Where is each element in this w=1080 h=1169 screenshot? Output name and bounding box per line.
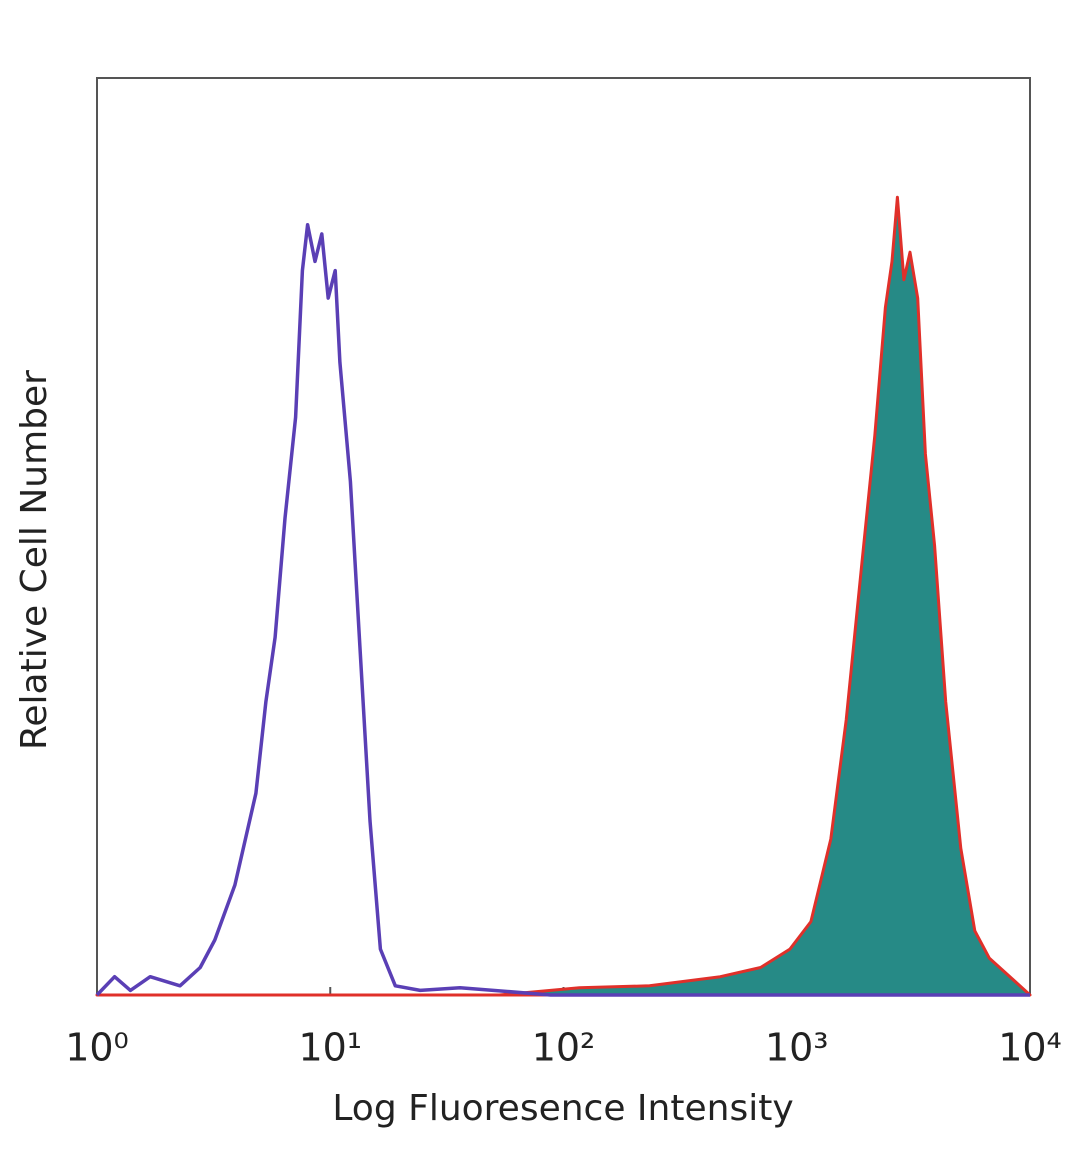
- histogram-line: [95, 222, 1030, 997]
- x-tick-label: 10⁰: [65, 1026, 129, 1070]
- filled-histogram: [95, 195, 1032, 997]
- y-axis-label: Relative Cell Number: [14, 370, 55, 750]
- x-tick-label: 10³: [765, 1026, 829, 1070]
- x-tick-label: 10⁴: [998, 1026, 1062, 1070]
- x-axis-label: Log Fluoresence Intensity: [332, 1088, 793, 1129]
- x-tick-label: 10²: [532, 1026, 596, 1070]
- x-tick-label: 10¹: [298, 1026, 362, 1070]
